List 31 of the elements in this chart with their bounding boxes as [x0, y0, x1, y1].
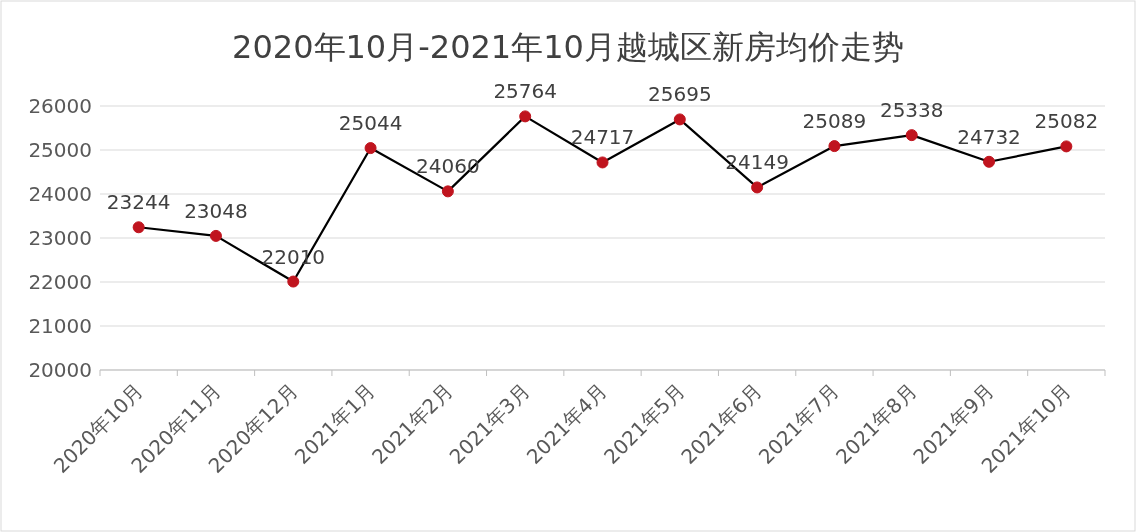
point: [983, 155, 996, 168]
data-label: 25695: [648, 82, 712, 107]
point: [209, 229, 222, 242]
point: [519, 110, 532, 123]
data-label: 24732: [957, 124, 1021, 149]
point: [673, 113, 686, 126]
y-tick-label: 21000: [28, 314, 92, 338]
data-label: 23244: [106, 190, 171, 215]
data-label: 25089: [802, 109, 867, 134]
point: [905, 129, 918, 142]
point: [441, 185, 454, 198]
data-label: 25764: [493, 79, 557, 104]
point: [364, 142, 377, 155]
chart-title: 2020年10月-2021年10月越城区新房均价走势: [232, 28, 904, 66]
y-tick-label: 22000: [28, 270, 92, 294]
data-label: 23048: [184, 198, 248, 223]
point: [1060, 140, 1073, 153]
point: [596, 156, 609, 169]
y-tick-label: 26000: [28, 94, 92, 118]
y-tick-label: 24000: [28, 182, 92, 206]
point: [828, 140, 841, 153]
point: [287, 275, 300, 288]
point: [751, 181, 764, 194]
data-label: 25338: [879, 98, 944, 123]
point: [132, 221, 145, 234]
data-label: 25044: [338, 111, 403, 136]
data-label: 25082: [1034, 109, 1099, 134]
data-label: 24717: [570, 125, 635, 150]
y-tick-label: 20000: [28, 358, 92, 382]
y-tick-label: 25000: [28, 138, 92, 162]
y-tick-label: 23000: [28, 226, 92, 250]
